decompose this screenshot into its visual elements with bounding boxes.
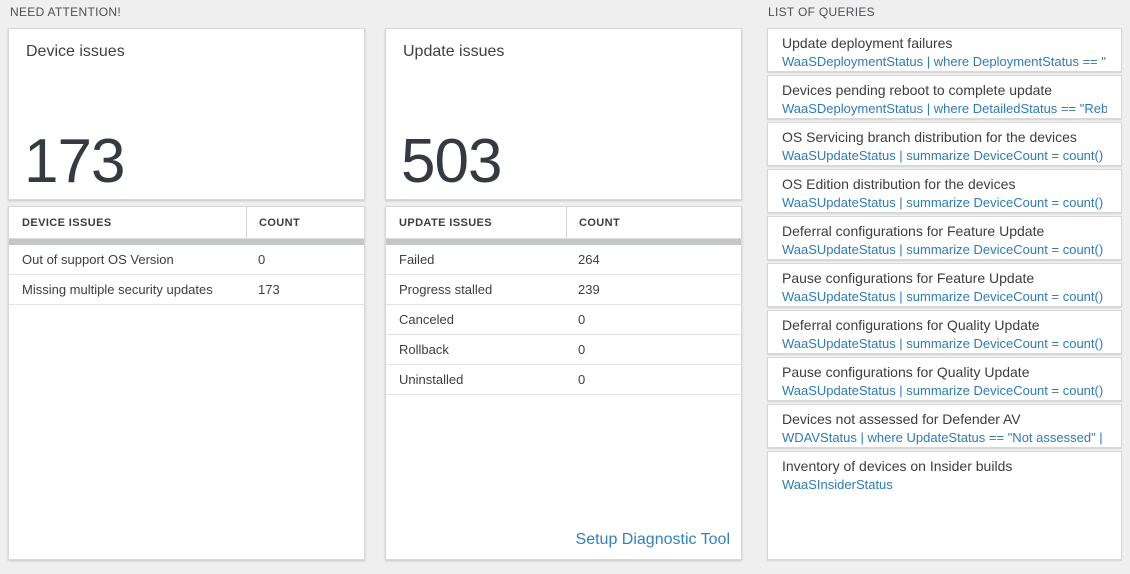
query-title: Inventory of devices on Insider builds [782,458,1013,474]
table-row[interactable]: Uninstalled 0 [386,365,741,395]
query-text: WaaSUpdateStatus | summarize DeviceCount… [782,383,1107,398]
query-list-item[interactable]: OS Edition distribution for the devices … [767,169,1122,213]
device-issues-total: 173 [24,127,125,196]
issue-count: 0 [578,372,586,387]
issue-count: 0 [578,342,586,357]
table-header-bar [9,239,364,245]
query-list-item[interactable]: Deferral configurations for Feature Upda… [767,216,1122,260]
query-text: WaaSUpdateStatus | summarize DeviceCount… [782,148,1107,163]
query-list-item[interactable]: Devices pending reboot to complete updat… [767,75,1122,119]
query-title: Pause configurations for Quality Update [782,364,1030,380]
issue-label: Canceled [399,312,454,327]
update-issues-tile-title: Update issues [403,43,505,60]
query-title: OS Servicing branch distribution for the… [782,129,1077,145]
table-row[interactable]: Out of support OS Version 0 [9,245,364,275]
issue-label: Failed [399,252,435,267]
table-row[interactable]: Missing multiple security updates 173 [9,275,364,305]
update-issues-tile[interactable]: Update issues 503 [385,28,742,200]
list-of-queries-section-label: LIST OF QUERIES [768,5,875,19]
query-text: WaaSUpdateStatus | summarize DeviceCount… [782,289,1107,304]
device-issues-tile-title: Device issues [26,43,125,60]
issue-count: 0 [578,312,586,327]
table-row[interactable]: Canceled 0 [386,305,741,335]
device-issues-column-header: DEVICE ISSUES [22,216,112,229]
table-row[interactable]: Rollback 0 [386,335,741,365]
need-attention-section-label: NEED ATTENTION! [10,5,121,19]
query-title: Devices pending reboot to complete updat… [782,82,1053,98]
query-list: Update deployment failures WaaSDeploymen… [767,28,1122,560]
query-title: Deferral configurations for Feature Upda… [782,223,1045,239]
query-title: Update deployment failures [782,35,953,51]
query-text: WDAVStatus | where UpdateStatus == "Not … [782,430,1107,445]
issue-label: Progress stalled [399,282,493,297]
issue-label: Missing multiple security updates [22,282,213,297]
issue-count: 264 [578,252,600,267]
update-issues-column-header: UPDATE ISSUES [399,216,493,229]
query-text: WaaSUpdateStatus | summarize DeviceCount… [782,195,1107,210]
table-row[interactable]: Failed 264 [386,245,741,275]
table-header-bar [386,239,741,245]
update-issues-table-header: UPDATE ISSUES COUNT [386,207,741,239]
query-list-item[interactable]: Update deployment failures WaaSDeploymen… [767,28,1122,72]
query-title: Devices not assessed for Defender AV [782,411,1021,427]
device-issues-tile[interactable]: Device issues 173 [8,28,365,200]
query-text: WaaSUpdateStatus | summarize DeviceCount… [782,336,1107,351]
setup-diagnostic-tool-link[interactable]: Setup Diagnostic Tool [575,531,730,548]
query-title: Pause configurations for Feature Update [782,270,1035,286]
issue-count: 173 [258,282,280,297]
query-text: WaaSDeploymentStatus | where DeploymentS… [782,54,1107,69]
issue-label: Out of support OS Version [22,252,174,267]
issue-count: 239 [578,282,600,297]
query-list-item[interactable]: Devices not assessed for Defender AV WDA… [767,404,1122,448]
query-title: Deferral configurations for Quality Upda… [782,317,1040,333]
query-list-item[interactable]: Pause configurations for Quality Update … [767,357,1122,401]
update-issues-total: 503 [401,127,502,196]
table-row[interactable]: Progress stalled 239 [386,275,741,305]
query-list-item[interactable]: Deferral configurations for Quality Upda… [767,310,1122,354]
query-list-item[interactable]: Inventory of devices on Insider builds W… [767,451,1122,560]
issue-count: 0 [258,252,266,267]
query-title: OS Edition distribution for the devices [782,176,1016,192]
query-text: WaaSUpdateStatus | summarize DeviceCount… [782,242,1107,257]
count-column-header: COUNT [246,207,364,238]
device-issues-table: DEVICE ISSUES COUNT Out of support OS Ve… [8,206,365,560]
query-text: WaaSInsiderStatus [782,477,893,492]
update-issues-table: UPDATE ISSUES COUNT Failed 264 Progress … [385,206,742,560]
device-issues-table-header: DEVICE ISSUES COUNT [9,207,364,239]
query-text: WaaSDeploymentStatus | where DetailedSta… [782,101,1107,116]
query-list-item[interactable]: OS Servicing branch distribution for the… [767,122,1122,166]
query-list-item[interactable]: Pause configurations for Feature Update … [767,263,1122,307]
count-column-header: COUNT [566,207,741,238]
issue-label: Uninstalled [399,372,464,387]
issue-label: Rollback [399,342,449,357]
